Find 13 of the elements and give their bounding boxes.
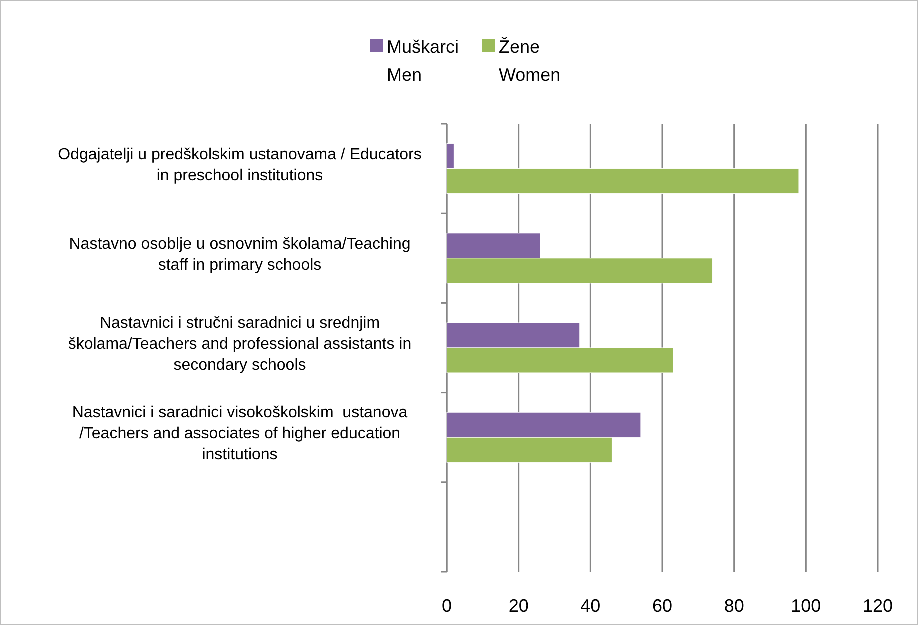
y-tick-label: Nastavnici i saradnici visokoškolskim ustanova /Teachers and associates of higher education institutions [72,404,408,464]
legend-label: Žene Women [499,37,561,85]
x-tick-label: 0 [442,596,452,616]
x-tick-label: 60 [652,596,673,616]
x-tick-label: 80 [724,596,744,616]
x-tick-label: 120 [862,596,894,616]
y-tick-label: Nastavnici i stručni saradnici u srednjim školama/Teachers and professional assistants in secondary schools [68,315,412,374]
x-tick-label: 100 [791,596,822,616]
x-tick-label: 40 [580,596,601,616]
y-tick-label: Nastavno osoblje u osnovnim školama/Teaching staff in primary schools [69,236,411,274]
legend-label: Muškarci Men [387,37,460,85]
y-tick-label: Odgajatelji u predškolskim ustanovama / Educators in preschool institutions [58,146,422,184]
x-tick-label: 20 [508,596,529,616]
